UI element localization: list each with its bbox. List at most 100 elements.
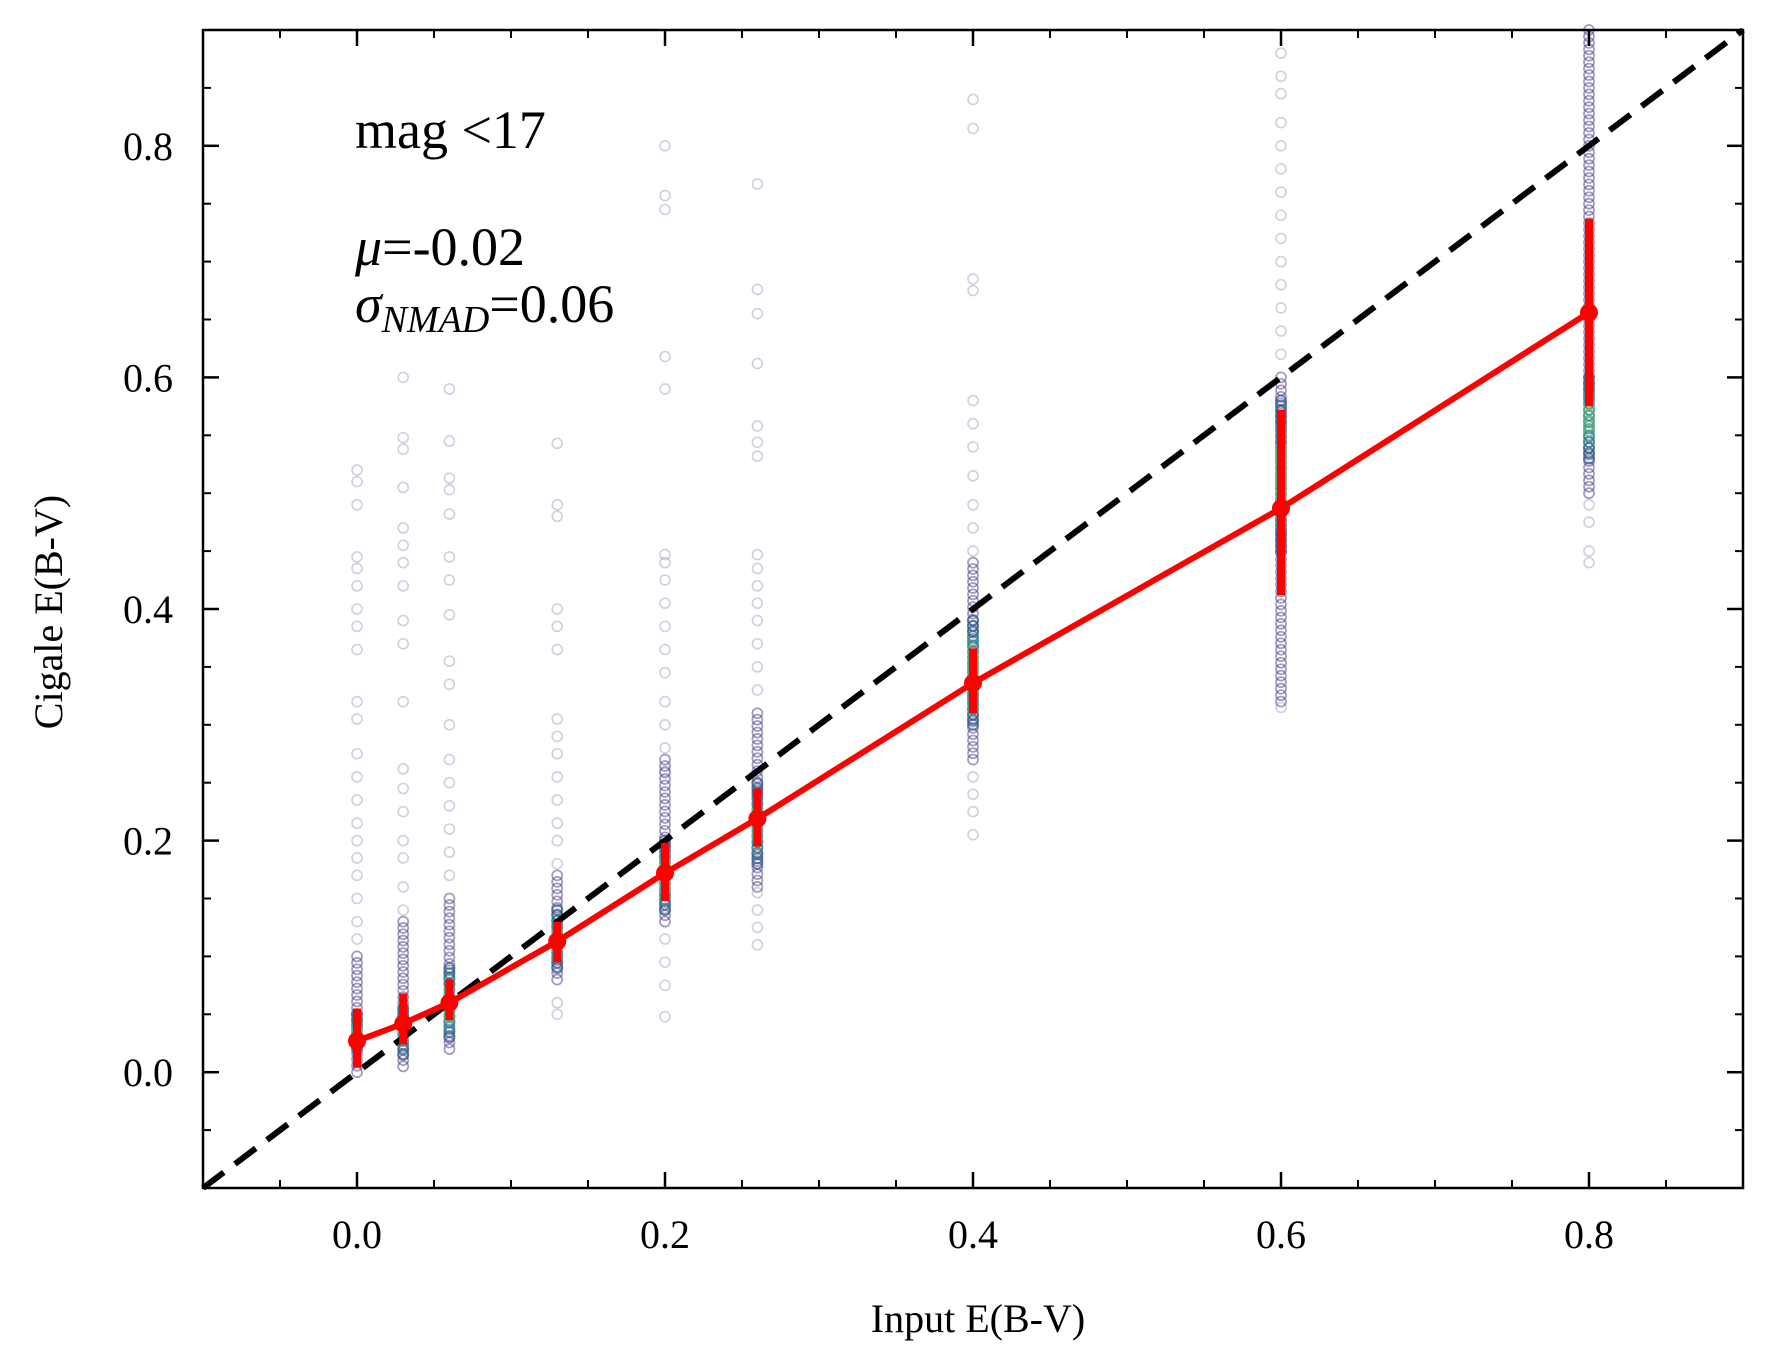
scatter-point xyxy=(659,779,671,792)
scatter-point xyxy=(967,545,979,557)
scatter-point xyxy=(1583,474,1595,487)
scatter-point xyxy=(443,483,456,496)
scatter-point xyxy=(443,823,456,835)
scatter-point xyxy=(397,953,410,966)
x-tick-label: 0.4 xyxy=(948,1212,998,1257)
scatter-point xyxy=(1583,56,1595,69)
scatter-point xyxy=(1275,617,1287,630)
scatter-point xyxy=(1275,637,1287,650)
scatter-point xyxy=(397,972,410,985)
scatter-point xyxy=(1275,163,1287,175)
scatter-points xyxy=(351,24,1595,1079)
scatter-point xyxy=(397,481,410,494)
scatter-point xyxy=(1275,689,1287,702)
scatter-point xyxy=(659,753,671,766)
scatter-point xyxy=(1583,172,1595,184)
sigma-subscript: NMAD xyxy=(381,299,490,341)
scatter-point xyxy=(967,122,979,135)
scatter-point xyxy=(351,713,363,725)
tick-labels: 0.0 0.2 0.4 0.6 0.8 0.0 0.2 0.4 0.6 0.8 xyxy=(123,124,1614,1257)
scatter-point xyxy=(751,726,764,739)
scatter-point xyxy=(1275,371,1287,384)
scatter-point xyxy=(443,961,456,974)
scatter-point xyxy=(659,695,671,708)
scatter-point xyxy=(397,805,410,818)
mu-value: =-0.02 xyxy=(382,217,525,277)
scatter-point xyxy=(967,575,979,588)
scatter-point xyxy=(397,922,410,934)
scatter-point xyxy=(659,718,671,731)
scatter-point xyxy=(1275,70,1287,83)
scatter-point xyxy=(1583,127,1595,139)
scatter-point xyxy=(967,284,979,297)
scatter-point xyxy=(443,551,456,563)
median-point xyxy=(548,932,567,951)
x-axis-title: Input E(B-V) xyxy=(871,1296,1085,1341)
scatter-point xyxy=(751,713,764,726)
scatter-point xyxy=(443,967,456,980)
scatter-point xyxy=(1583,88,1595,101)
scatter-point xyxy=(351,475,363,488)
scatter-point xyxy=(659,620,671,633)
scatter-point xyxy=(397,614,410,627)
scatter-point xyxy=(443,912,456,925)
scatter-point xyxy=(1275,630,1287,643)
scatter-point xyxy=(751,776,764,789)
scatter-point xyxy=(967,788,979,801)
scatter-point xyxy=(751,881,764,893)
scatter-point xyxy=(751,420,764,432)
scatter-point xyxy=(397,371,410,384)
scatter-point xyxy=(351,915,363,928)
scatter-point xyxy=(443,892,456,905)
y-tick-label: 0.6 xyxy=(123,355,173,400)
scatter-point xyxy=(1275,624,1287,637)
scatter-point xyxy=(751,580,764,592)
scatter-point xyxy=(751,921,764,934)
scatter-point xyxy=(659,812,671,824)
scatter-point xyxy=(397,782,410,795)
mag-annotation: mag <17 xyxy=(355,100,546,160)
scatter-point xyxy=(1275,611,1287,624)
scatter-point xyxy=(659,773,671,785)
scatter-point xyxy=(751,357,764,370)
scatter-point xyxy=(751,765,764,778)
scatter-point xyxy=(351,580,363,592)
scatter-point xyxy=(1583,62,1595,75)
scatter-point xyxy=(967,829,979,841)
scatter-point xyxy=(751,637,764,650)
scatter-point xyxy=(1583,516,1595,528)
scatter-point xyxy=(967,582,979,594)
one-to-one-line xyxy=(201,27,1745,1191)
median-point xyxy=(348,1031,366,1050)
scatter-point xyxy=(1583,49,1595,62)
scatter-point xyxy=(397,695,410,708)
scatter-point xyxy=(1583,75,1595,88)
scatter-point xyxy=(1275,604,1287,617)
scatter-point xyxy=(443,944,456,957)
scatter-point xyxy=(659,140,671,152)
scatter-point xyxy=(551,510,564,523)
scatter-point xyxy=(551,904,564,917)
scatter-point xyxy=(397,431,410,444)
scatter-point xyxy=(443,678,456,691)
scatter-point xyxy=(1275,116,1287,129)
scatter-point xyxy=(1275,701,1287,714)
scatter-point xyxy=(967,93,979,106)
scatter-point xyxy=(443,846,456,858)
scatter-point xyxy=(443,776,456,789)
scatter-point xyxy=(443,1043,456,1055)
scatter-point xyxy=(1275,598,1287,611)
scatter-point xyxy=(967,734,979,747)
sigma-value: =0.06 xyxy=(489,274,614,334)
scatter-point xyxy=(659,574,671,586)
median-point xyxy=(440,993,459,1012)
scatter-point xyxy=(1275,325,1287,337)
scatter-point xyxy=(751,178,764,190)
scatter-point xyxy=(1583,184,1595,197)
scatter-point xyxy=(1275,643,1287,656)
scatter-point xyxy=(659,350,671,363)
y-tick-label: 0.8 xyxy=(123,124,173,169)
scatter-point xyxy=(551,713,564,725)
scatter-point xyxy=(1583,94,1595,107)
scatter-point xyxy=(397,940,410,953)
